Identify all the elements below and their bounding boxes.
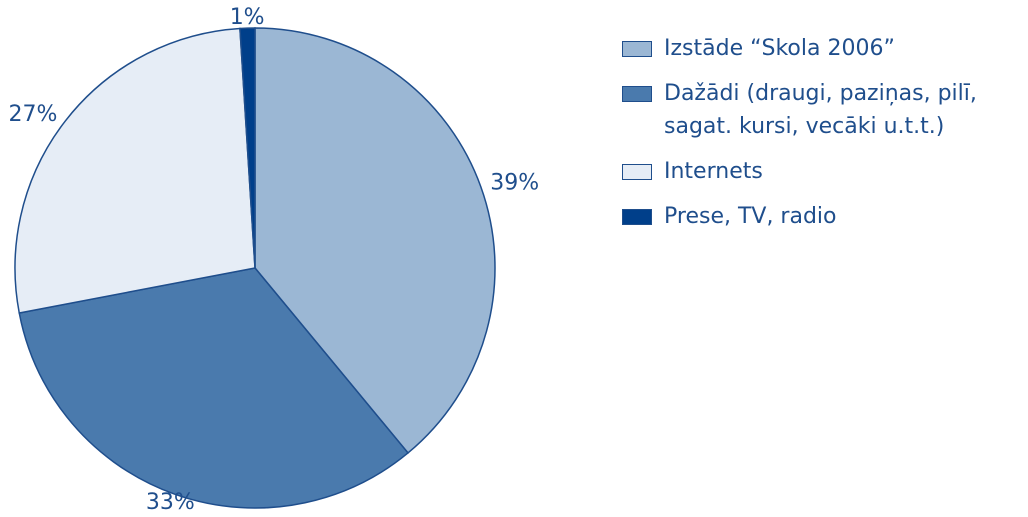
legend-label: Izstāde “Skola 2006” <box>664 36 895 61</box>
chart: 39% 33% 27% 1% <box>9 5 540 515</box>
legend-item: Izstāde “Skola 2006” <box>622 32 1022 65</box>
legend-swatch <box>622 41 652 57</box>
pie-slice <box>14 27 256 314</box>
legend-swatch <box>622 164 652 180</box>
legend-item: Dažādi (draugi, paziņas, pilī, sagat. ku… <box>622 77 1022 143</box>
legend-label: Dažādi (draugi, paziņas, pilī, sagat. ku… <box>664 81 977 139</box>
legend-swatch <box>622 86 652 102</box>
pie-slice <box>18 267 410 509</box>
legend-label: Prese, TV, radio <box>664 204 837 229</box>
value-label: 39% <box>490 170 539 195</box>
legend-item: Prese, TV, radio <box>622 200 1022 233</box>
pie-slice <box>254 27 496 454</box>
legend-item: Internets <box>622 155 1022 188</box>
value-label: 33% <box>146 490 195 515</box>
value-label: 27% <box>9 102 58 127</box>
legend-swatch <box>622 209 652 225</box>
legend-label: Internets <box>664 159 763 184</box>
value-label: 1% <box>230 5 265 30</box>
pie-slice <box>239 27 256 269</box>
legend: Izstāde “Skola 2006” Dažādi (draugi, pazi… <box>622 32 1022 245</box>
